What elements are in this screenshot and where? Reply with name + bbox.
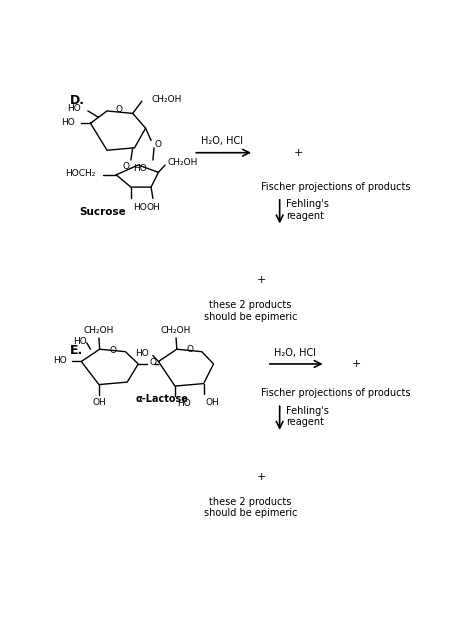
Text: +: +: [293, 148, 303, 158]
Text: CH₂OH: CH₂OH: [84, 326, 114, 335]
Text: Fischer projections of products: Fischer projections of products: [261, 389, 411, 398]
Text: O: O: [186, 345, 193, 354]
Text: HO: HO: [53, 356, 66, 365]
Text: Fischer projections of products: Fischer projections of products: [261, 182, 411, 192]
Text: HO: HO: [61, 118, 75, 127]
Text: O: O: [150, 359, 157, 367]
Text: HO: HO: [133, 203, 146, 212]
Text: H₂O, HCl: H₂O, HCl: [201, 137, 243, 146]
Text: Fehling's
reagent: Fehling's reagent: [286, 406, 329, 427]
Text: CH₂OH: CH₂OH: [161, 326, 191, 335]
Text: O: O: [109, 346, 116, 355]
Text: O: O: [115, 105, 122, 114]
Text: OH: OH: [92, 398, 106, 407]
Text: D.: D.: [70, 94, 85, 107]
Text: CH₂OH: CH₂OH: [152, 94, 182, 103]
Text: OH: OH: [146, 203, 160, 212]
Text: H₂O, HCl: H₂O, HCl: [274, 348, 316, 357]
Text: these 2 products
should be epimeric: these 2 products should be epimeric: [203, 496, 297, 518]
Text: HO: HO: [73, 338, 87, 346]
Text: OH: OH: [205, 398, 219, 407]
Text: E.: E.: [70, 345, 83, 357]
Text: HOCH₂: HOCH₂: [65, 169, 96, 179]
Text: +: +: [256, 472, 266, 482]
Text: O: O: [123, 162, 130, 171]
Text: +: +: [352, 359, 362, 369]
Text: O: O: [154, 140, 161, 149]
Text: these 2 products
should be epimeric: these 2 products should be epimeric: [203, 300, 297, 322]
Text: HO: HO: [136, 348, 149, 358]
Text: CH₂OH: CH₂OH: [168, 158, 198, 167]
Text: Sucrose: Sucrose: [80, 207, 126, 217]
Text: α-Lactose: α-Lactose: [136, 394, 189, 404]
Text: +: +: [256, 276, 266, 285]
Text: Fehling's
reagent: Fehling's reagent: [286, 200, 329, 221]
Text: HO: HO: [134, 164, 147, 173]
Text: HO: HO: [67, 104, 82, 113]
Text: HO: HO: [177, 399, 191, 408]
